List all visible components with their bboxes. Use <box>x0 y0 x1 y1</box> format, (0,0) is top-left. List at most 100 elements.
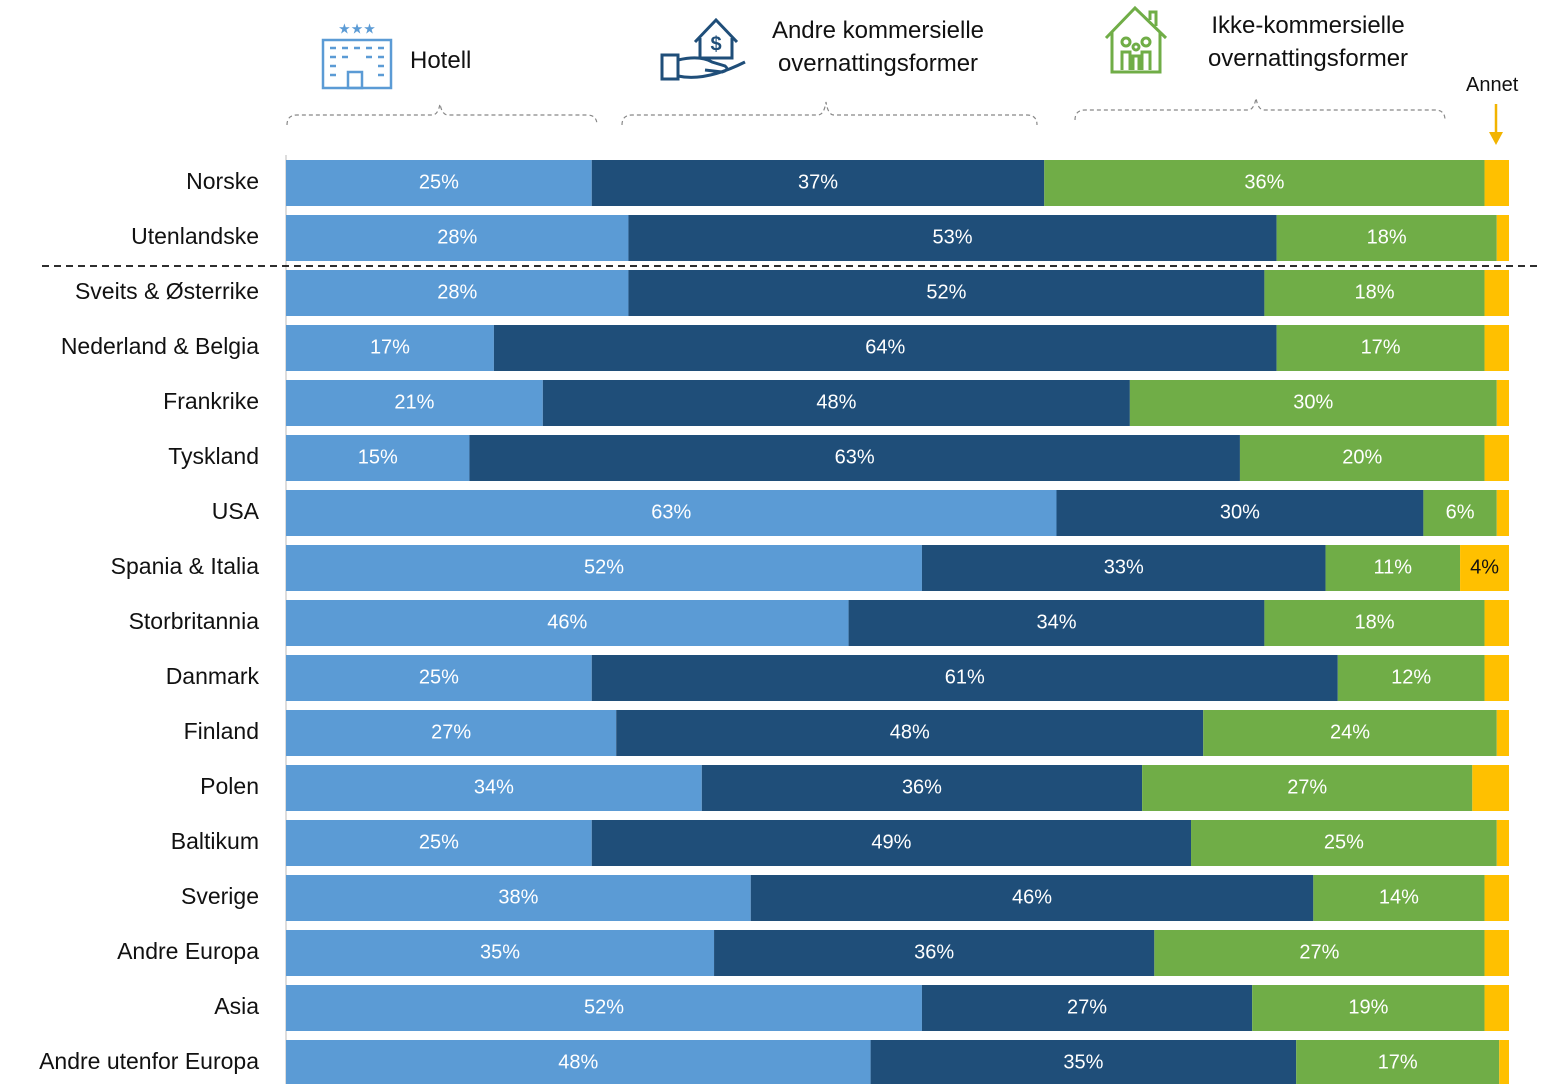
bar-segment <box>286 435 470 481</box>
bar-segment <box>921 985 1253 1031</box>
bar-segment <box>1129 380 1497 426</box>
value-label: 35% <box>480 941 520 963</box>
value-label: 34% <box>1036 611 1076 633</box>
bar-segment <box>469 435 1240 481</box>
value-label: 48% <box>816 391 856 413</box>
bar-segment <box>1154 930 1485 976</box>
bar-segment <box>701 765 1143 811</box>
value-label: 27% <box>1299 941 1339 963</box>
bar-segment <box>1496 490 1509 536</box>
bar-segment <box>750 875 1314 921</box>
category-label: Storbritannia <box>129 608 260 634</box>
category-label: USA <box>212 498 260 524</box>
value-label: 19% <box>1348 996 1388 1018</box>
legend-commercial: Andre kommersielle overnattingsformer <box>771 17 985 77</box>
value-label: 33% <box>1104 556 1144 578</box>
bar-segment <box>1142 765 1473 811</box>
value-label: 63% <box>651 501 691 523</box>
bar-segment <box>1313 875 1485 921</box>
value-label: 61% <box>945 666 985 688</box>
category-label: Utenlandske <box>131 223 259 249</box>
value-label: 46% <box>547 611 587 633</box>
value-label: 36% <box>914 941 954 963</box>
bar-segment <box>286 215 629 261</box>
value-label: 25% <box>1324 831 1364 853</box>
bar-segment <box>591 160 1045 206</box>
bar-segment <box>1460 545 1509 591</box>
bar-segment <box>286 270 629 316</box>
value-label: 63% <box>835 446 875 468</box>
bar-segment <box>1484 325 1509 371</box>
value-label: 48% <box>558 1051 598 1073</box>
bar-segment <box>1484 600 1509 646</box>
bar-segment <box>286 600 849 646</box>
category-label: Andre utenfor Europa <box>39 1048 259 1074</box>
value-label: 11% <box>1374 556 1413 578</box>
value-label: 53% <box>933 226 973 248</box>
value-label: 36% <box>902 776 942 798</box>
bar-segment <box>286 1040 871 1084</box>
category-label: Spania & Italia <box>111 553 260 579</box>
value-label: 34% <box>474 776 514 798</box>
bar-segment <box>848 600 1265 646</box>
bar-segment <box>542 380 1130 426</box>
legend-annet: Annet <box>1466 74 1519 96</box>
value-label: 25% <box>419 831 459 853</box>
bar-segment <box>1472 765 1509 811</box>
value-label: 25% <box>419 171 459 193</box>
bar-segment <box>286 930 715 976</box>
value-label: 24% <box>1330 721 1370 743</box>
bar-segment <box>616 710 1204 756</box>
bar-segment <box>1056 490 1424 536</box>
category-label: Norske <box>186 168 259 194</box>
bar-segment <box>286 710 617 756</box>
hotel-icon: ★★★ <box>321 21 393 90</box>
value-label: 48% <box>890 721 930 743</box>
value-label: 46% <box>1012 886 1052 908</box>
bar-segment <box>1191 820 1497 866</box>
category-label: Frankrike <box>163 388 259 414</box>
svg-text:$: $ <box>710 33 721 55</box>
bar-segment <box>1484 985 1509 1031</box>
category-label: Sverige <box>181 883 259 909</box>
value-label: 30% <box>1293 391 1333 413</box>
value-label: 12% <box>1391 666 1431 688</box>
value-label: 64% <box>865 336 905 358</box>
bar-segment <box>1239 435 1485 481</box>
bar-segment <box>1499 1040 1509 1084</box>
bar-segment <box>1276 325 1485 371</box>
bar-segment <box>286 490 1057 536</box>
bar-segment <box>286 380 543 426</box>
value-label: 20% <box>1342 446 1382 468</box>
bar-segment <box>1496 710 1509 756</box>
value-label: 36% <box>1244 171 1284 193</box>
bar-segment <box>286 765 702 811</box>
value-label: 14% <box>1379 886 1419 908</box>
value-label: 27% <box>1287 776 1327 798</box>
commercial-icon: $ <box>660 17 746 81</box>
bar-segment <box>1296 1040 1500 1084</box>
bar-segment <box>1264 600 1485 646</box>
value-label: 30% <box>1220 501 1260 523</box>
bar-segment <box>1484 270 1509 316</box>
bar-segment <box>1337 655 1485 701</box>
value-label: 17% <box>1378 1051 1418 1073</box>
bar-segment <box>1484 655 1509 701</box>
bar-segment <box>1484 160 1509 206</box>
bar-segment <box>1496 215 1509 261</box>
value-label: 52% <box>584 996 624 1018</box>
bar-segment <box>1423 490 1497 536</box>
braces <box>286 97 1446 126</box>
category-label: Andre Europa <box>117 938 259 964</box>
value-label: 18% <box>1367 226 1407 248</box>
bar-segment <box>286 545 922 591</box>
category-label: Nederland & Belgia <box>61 333 259 359</box>
bar-segment <box>286 875 751 921</box>
bar-segment <box>286 325 494 371</box>
value-label: 17% <box>370 336 410 358</box>
legend-hotell: Hotell <box>410 47 472 74</box>
value-label: 18% <box>1354 281 1394 303</box>
category-label: Finland <box>184 718 259 744</box>
